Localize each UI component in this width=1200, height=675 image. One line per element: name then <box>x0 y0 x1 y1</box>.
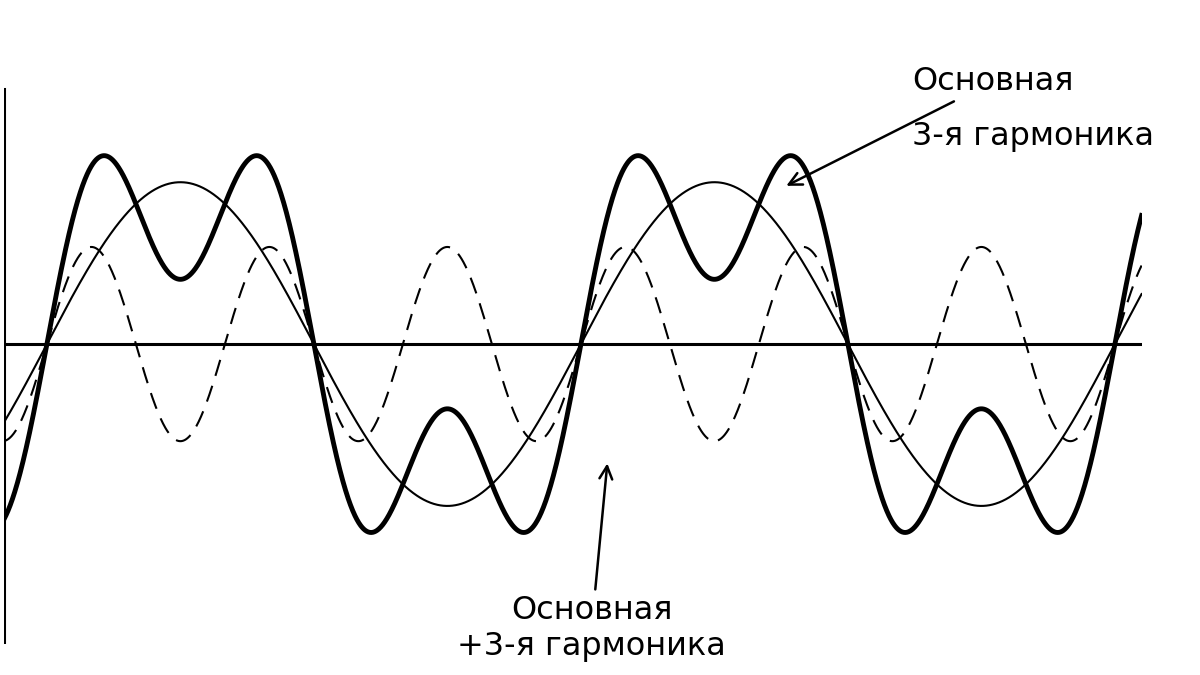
Text: Основная: Основная <box>788 66 1074 184</box>
Text: 3-я гармоника: 3-я гармоника <box>912 122 1154 153</box>
Text: Основная
+3-я гармоника: Основная +3-я гармоника <box>457 466 726 662</box>
